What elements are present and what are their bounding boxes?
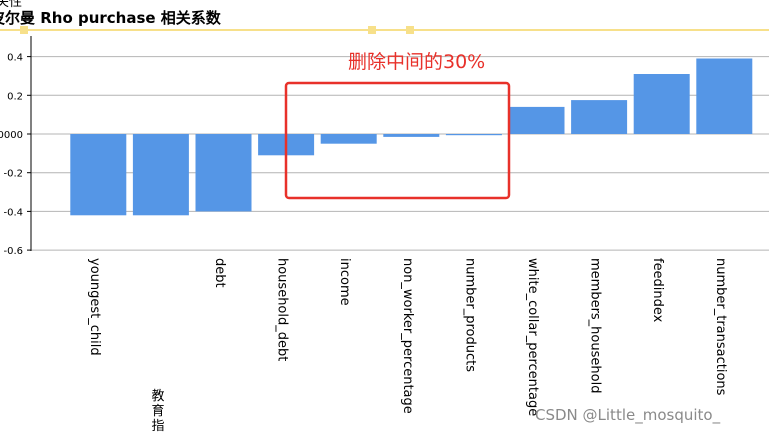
y-tick-label-5: -0.6 <box>3 246 23 257</box>
highlight-box <box>284 81 511 200</box>
vertical-label-char-2: 指 <box>151 419 165 434</box>
y-tick-label-4: -0.4 <box>3 207 23 218</box>
x-label-debt: debt <box>212 258 227 288</box>
x-label-youngest_child: youngest_child <box>87 258 102 356</box>
x-label-income: income <box>337 258 352 306</box>
x-label-feedindex: feedindex <box>650 258 665 323</box>
title-band-handle-2 <box>406 26 414 34</box>
y-tick-label-2: .0000 <box>0 130 23 141</box>
bar-non_worker_percentage <box>383 134 440 137</box>
bar-white_collar_percentage <box>508 106 565 134</box>
bar-income <box>320 134 377 144</box>
bar-number_transactions <box>696 58 753 134</box>
chart-title: 皮尔曼 Rho purchase 相关系数 <box>0 9 221 27</box>
bar-debt <box>195 134 252 212</box>
x-label-non_worker_percentage: non_worker_percentage <box>400 258 415 414</box>
title-band-handle-0 <box>20 26 28 34</box>
vertical-label-char-0: 教 <box>151 389 165 404</box>
x-label-household_debt: household_debt <box>275 258 290 361</box>
highlight-annotation: 删除中间的30% <box>348 51 486 73</box>
bar-number_products <box>445 134 502 136</box>
y-tick-label-3: -0.2 <box>3 169 23 180</box>
vertical-label-char-1: 育 <box>151 404 165 419</box>
title-band-handle-1 <box>368 26 376 34</box>
bar-教育指 <box>132 134 189 216</box>
y-tick-label-1: 0.2 <box>7 91 23 102</box>
vertical-category-label: 教育指 <box>151 389 165 434</box>
y-tick-label-0: 0.4 <box>7 53 23 64</box>
x-label-members_household: members_household <box>588 258 603 393</box>
bar-members_household <box>571 100 628 134</box>
bar-youngest_child <box>70 134 127 216</box>
title-fragment: 关性 <box>0 0 23 10</box>
bar-feedindex <box>633 74 690 134</box>
x-label-white_collar_percentage: white_collar_percentage <box>525 258 540 416</box>
x-label-number_products: number_products <box>462 258 477 372</box>
watermark: CSDN @Little_mosquito_ <box>535 406 721 424</box>
x-label-number_transactions: number_transactions <box>713 258 728 396</box>
